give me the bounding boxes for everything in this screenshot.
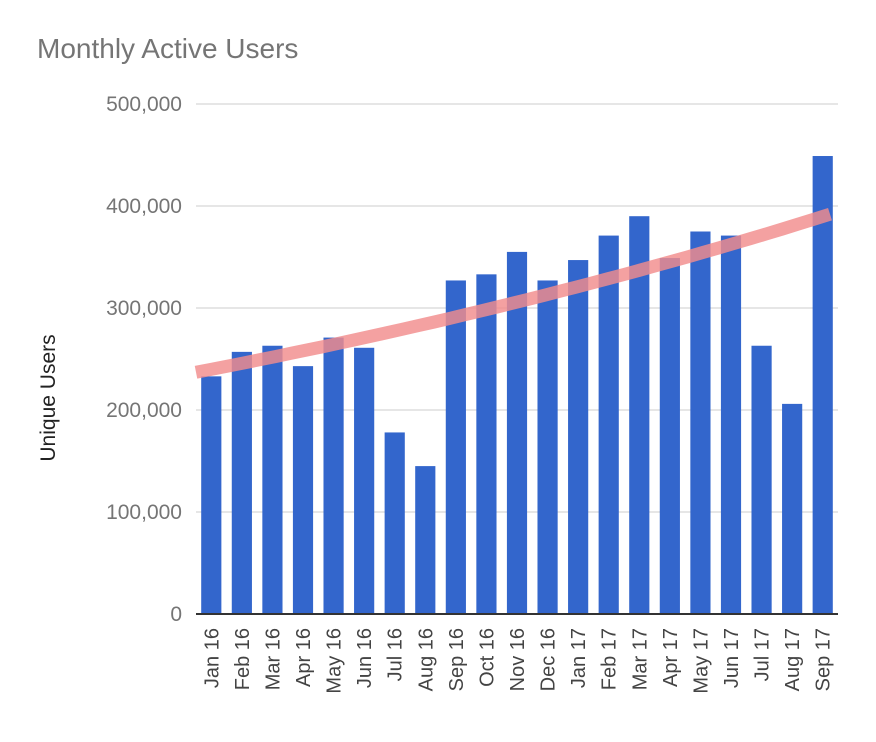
x-tick-label: Sep 16 xyxy=(446,628,468,691)
x-tick-label: Feb 17 xyxy=(599,628,621,690)
x-tick-label: Aug 17 xyxy=(782,628,804,691)
bar-may-17[interactable] xyxy=(690,231,711,615)
bar-dec-16[interactable] xyxy=(537,280,558,614)
bar-apr-16[interactable] xyxy=(292,366,314,614)
trendline xyxy=(194,207,832,379)
x-tick-label: May 16 xyxy=(324,628,346,694)
bar-jul-17[interactable] xyxy=(751,345,772,614)
bar-jun-17[interactable] xyxy=(720,235,742,614)
y-tick-label: 200,000 xyxy=(106,399,182,422)
y-axis-ticks: 0 100,000 200,000 300,000 400,000 500,000 xyxy=(106,93,182,626)
bar-jan-17[interactable] xyxy=(568,260,589,614)
y-tick-label: 0 xyxy=(170,603,182,626)
bar-may-16[interactable] xyxy=(323,337,344,614)
chart-title: Monthly Active Users xyxy=(37,33,299,64)
x-tick-label: Jan 16 xyxy=(201,628,223,688)
x-tick-label: Jun 17 xyxy=(721,628,743,688)
bar-mar-16[interactable] xyxy=(262,345,283,614)
y-tick-label: 100,000 xyxy=(106,501,182,524)
bar-aug-17[interactable] xyxy=(782,403,803,614)
x-tick-label: Mar 16 xyxy=(262,628,284,690)
x-tick-label: Jul 16 xyxy=(385,628,407,681)
y-axis-title: Unique Users xyxy=(37,334,60,461)
x-tick-label: Jun 16 xyxy=(354,628,376,688)
bar-mar-17[interactable] xyxy=(629,216,650,614)
x-tick-label: Jan 17 xyxy=(568,628,590,688)
bar-nov-16[interactable] xyxy=(506,251,528,614)
bar-sep-17[interactable] xyxy=(812,156,833,614)
x-tick-label: Dec 16 xyxy=(538,628,560,691)
bar-jul-16[interactable] xyxy=(384,432,405,614)
y-tick-label: 400,000 xyxy=(106,195,182,218)
bar-jun-16[interactable] xyxy=(354,347,375,614)
bar-jan-16[interactable] xyxy=(201,376,222,614)
x-tick-label: Apr 16 xyxy=(293,628,315,687)
x-tick-label: Apr 17 xyxy=(660,628,682,687)
x-tick-label: Aug 16 xyxy=(415,628,437,691)
x-tick-label: Nov 16 xyxy=(507,628,529,691)
bar-oct-16[interactable] xyxy=(476,274,497,614)
y-tick-label: 500,000 xyxy=(106,93,182,116)
trendline xyxy=(194,207,832,379)
bars xyxy=(201,156,833,614)
x-tick-label: May 17 xyxy=(690,628,712,694)
x-tick-label: Feb 16 xyxy=(232,628,254,690)
x-axis-ticks: Jan 16 Feb 16 Mar 16 Apr 16 May 16 Jun 16 Jul … xyxy=(201,628,834,694)
bar-sep-16[interactable] xyxy=(445,280,466,614)
x-tick-label: Oct 16 xyxy=(476,628,498,687)
x-tick-label: Mar 17 xyxy=(629,628,651,690)
bar-aug-16[interactable] xyxy=(415,466,436,614)
y-tick-label: 300,000 xyxy=(106,297,182,320)
x-tick-label: Sep 17 xyxy=(813,628,835,691)
bar-feb-16[interactable] xyxy=(231,351,252,614)
bar-feb-17[interactable] xyxy=(598,235,619,614)
x-tick-label: Jul 17 xyxy=(752,628,774,681)
bar-apr-17[interactable] xyxy=(659,258,680,614)
